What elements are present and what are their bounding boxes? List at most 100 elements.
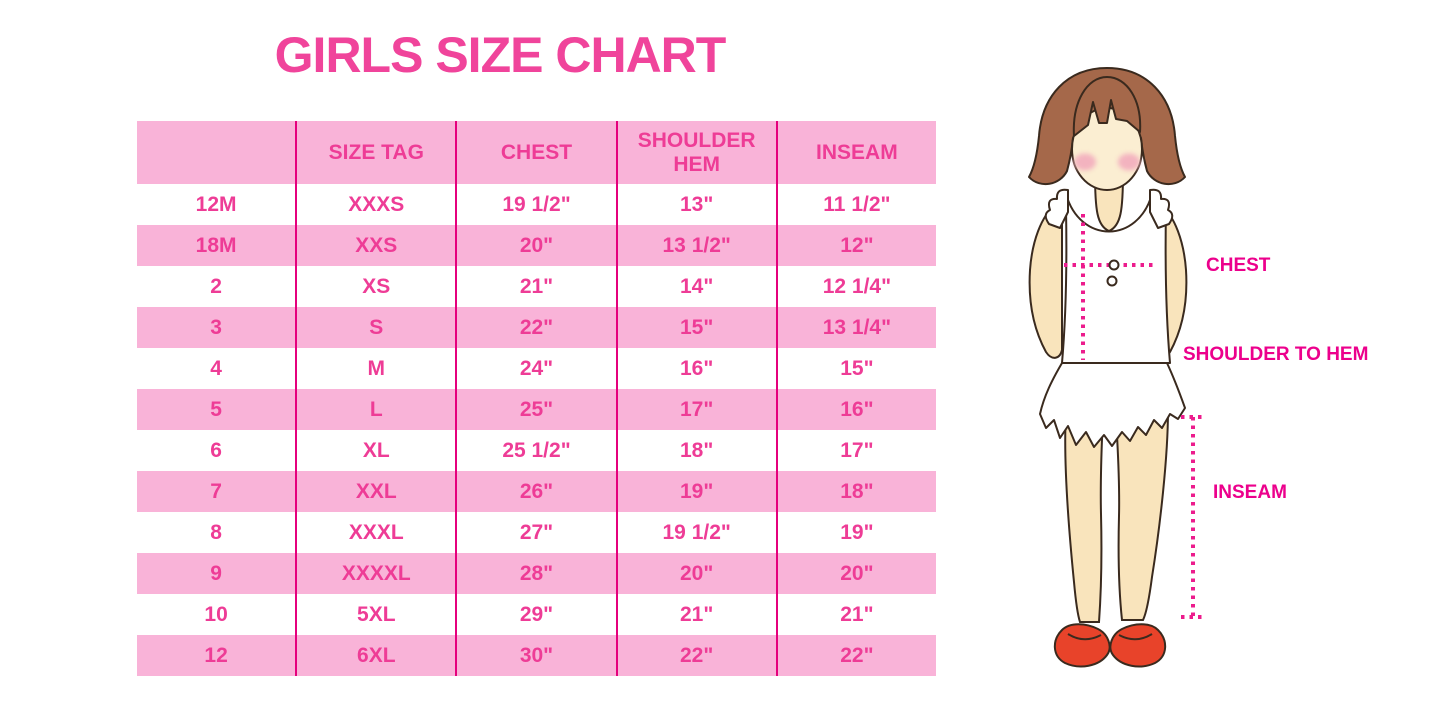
size-table-body: 12M XXXS 19 1/2" 13" 11 1/2" 18M XXS 20" 13 1/2"… bbox=[137, 184, 936, 676]
size-cell: 19 1/2" bbox=[616, 512, 778, 553]
size-cell: 13 1/2" bbox=[616, 225, 778, 266]
size-cell: 18M bbox=[137, 225, 298, 266]
girl-left-leg bbox=[1064, 410, 1105, 623]
girl-left-shoe bbox=[1053, 623, 1111, 668]
size-cell: 5 bbox=[137, 389, 298, 430]
girl-skirt bbox=[1039, 362, 1186, 448]
size-cell: 26" bbox=[456, 471, 618, 512]
girl-illustration bbox=[1028, 67, 1203, 668]
size-row-7: 7 XXL 26" 19" 18" bbox=[137, 471, 936, 512]
size-cell: 28" bbox=[456, 553, 618, 594]
girl-right-shoe-strap bbox=[1118, 633, 1153, 641]
size-cell: 17" bbox=[616, 389, 778, 430]
size-cell: 17" bbox=[840, 438, 874, 462]
size-row-18m: 18M XXS 20" 13 1/2" 12" bbox=[137, 225, 936, 266]
girl-top-button-1 bbox=[1108, 259, 1120, 271]
size-cell: 5XL bbox=[296, 594, 458, 635]
girl-left-shoe-strap bbox=[1067, 633, 1102, 641]
size-cell: 29" bbox=[456, 594, 618, 635]
size-cell: 22" bbox=[616, 635, 778, 676]
size-cell: 6 bbox=[137, 430, 298, 471]
size-row-6: 6 XL 25 1/2" 18" 17" bbox=[137, 430, 936, 471]
size-cell: 20" bbox=[456, 225, 618, 266]
size-cell: 6XL bbox=[296, 635, 458, 676]
size-cell: 12 bbox=[137, 635, 298, 676]
size-cell: 25 1/2" bbox=[456, 430, 618, 471]
column-header-shoulder-hem: SHOULDER HEM bbox=[616, 121, 778, 184]
size-cell: M bbox=[296, 348, 458, 389]
size-cell: 20" bbox=[840, 561, 874, 585]
size-row-5: 5 L 25" 17" 16" bbox=[137, 389, 936, 430]
header-row: SIZE TAG CHEST SHOULDER HEM INSEAM bbox=[137, 121, 936, 184]
girl-blush-right bbox=[1118, 153, 1140, 171]
size-cell: XS bbox=[296, 266, 458, 307]
column-header-size bbox=[137, 121, 298, 184]
size-cell: 16" bbox=[840, 397, 874, 421]
size-cell: 30" bbox=[456, 635, 618, 676]
page-title: GIRLS SIZE CHART bbox=[274, 27, 727, 83]
girl-bangs bbox=[1072, 76, 1142, 137]
size-cell: 4 bbox=[137, 348, 298, 389]
size-row-9: 9 XXXXL 28" 20" 20" bbox=[137, 553, 936, 594]
size-cell: 18" bbox=[616, 430, 778, 471]
size-cell: 25" bbox=[456, 389, 618, 430]
size-cell: XXXS bbox=[296, 184, 458, 225]
size-cell: 12 1/4" bbox=[822, 274, 892, 298]
size-cell: 12M bbox=[137, 184, 298, 225]
size-row-12m: 12M XXXS 19 1/2" 13" 11 1/2" bbox=[137, 184, 936, 225]
size-cell: XXXL bbox=[296, 512, 458, 553]
girl-left-arm bbox=[1028, 202, 1063, 359]
size-cell: 22" bbox=[840, 643, 874, 667]
size-cell: XXL bbox=[296, 471, 458, 512]
size-cell: 19" bbox=[840, 520, 874, 544]
size-cell: 24" bbox=[456, 348, 618, 389]
girl-right-shoe bbox=[1109, 623, 1167, 668]
size-cell: 19 1/2" bbox=[456, 184, 618, 225]
column-header-size-tag: SIZE TAG bbox=[296, 121, 458, 184]
measurement-figure: CHEST SHOULDER TO HEM INSEAM bbox=[1000, 62, 1445, 707]
size-row-2: 2 XS 21" 14" 12 1/4" bbox=[137, 266, 936, 307]
size-row-12: 12 6XL 30" 22" 22" bbox=[137, 635, 936, 676]
size-cell: L bbox=[296, 389, 458, 430]
size-cell: S bbox=[296, 307, 458, 348]
size-cell: 13 1/4" bbox=[822, 315, 892, 339]
size-row-10: 10 5XL 29" 21" 21" bbox=[137, 594, 936, 635]
shoulder-to-hem-label: SHOULDER TO HEM bbox=[1183, 344, 1369, 365]
column-header-inseam: INSEAM bbox=[816, 140, 898, 164]
size-cell: 21" bbox=[840, 602, 874, 626]
size-cell: XL bbox=[296, 430, 458, 471]
girl-left-ruffle bbox=[1044, 188, 1069, 229]
size-cell: XXS bbox=[296, 225, 458, 266]
size-row-4: 4 M 24" 16" 15" bbox=[137, 348, 936, 389]
size-cell: 19" bbox=[616, 471, 778, 512]
size-cell: 2 bbox=[137, 266, 298, 307]
size-cell: 20" bbox=[616, 553, 778, 594]
size-cell: 22" bbox=[456, 307, 618, 348]
size-cell: 18" bbox=[840, 479, 874, 503]
size-cell: 14" bbox=[616, 266, 778, 307]
column-header-chest: CHEST bbox=[456, 121, 618, 184]
size-cell: 21" bbox=[616, 594, 778, 635]
size-cell: 9 bbox=[137, 553, 298, 594]
size-cell: 10 bbox=[137, 594, 298, 635]
size-row-3: 3 S 22" 15" 13 1/4" bbox=[137, 307, 936, 348]
size-cell: 11 1/2" bbox=[823, 192, 891, 216]
size-row-8: 8 XXXL 27" 19 1/2" 19" bbox=[137, 512, 936, 553]
girl-right-ruffle bbox=[1149, 188, 1174, 229]
size-cell: 3 bbox=[137, 307, 298, 348]
size-cell: XXXXL bbox=[296, 553, 458, 594]
inseam-label: INSEAM bbox=[1213, 482, 1287, 503]
girl-right-leg bbox=[1114, 408, 1170, 621]
size-table: SIZE TAG CHEST SHOULDER HEM INSEAM 12M XXXS 1… bbox=[137, 121, 936, 676]
size-cell: 13" bbox=[616, 184, 778, 225]
size-table-head: SIZE TAG CHEST SHOULDER HEM INSEAM bbox=[137, 121, 936, 184]
chest-label: CHEST bbox=[1206, 255, 1271, 276]
size-cell: 15" bbox=[616, 307, 778, 348]
size-cell: 16" bbox=[616, 348, 778, 389]
girl-top-button-2 bbox=[1106, 275, 1118, 287]
size-cell: 15" bbox=[840, 356, 874, 380]
size-cell: 12" bbox=[840, 233, 874, 257]
size-cell: 8 bbox=[137, 512, 298, 553]
size-cell: 7 bbox=[137, 471, 298, 512]
